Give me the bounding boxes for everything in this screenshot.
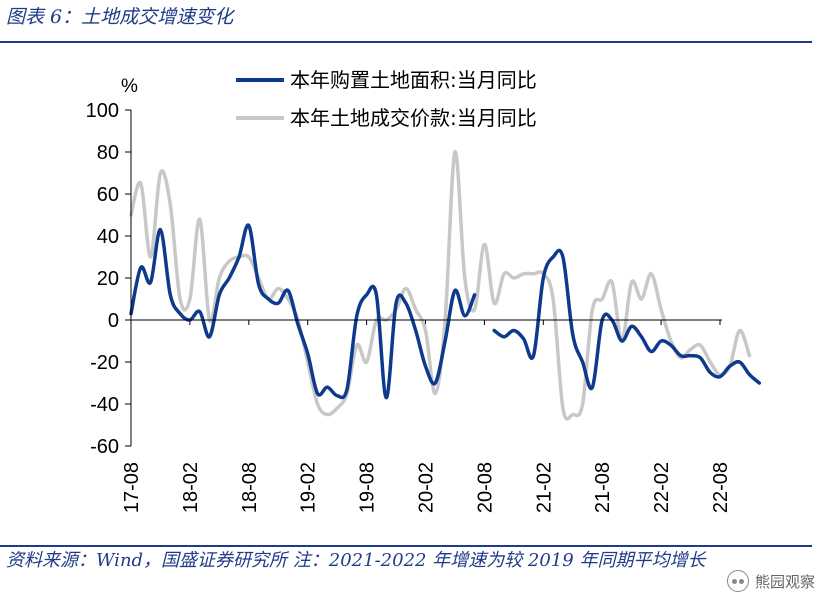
x-tick-label: 20-02 <box>416 462 438 513</box>
line-chart: -60 -40 -20 0 20 40 60 80 100 17-08 18-02 18-08 19-… <box>86 68 762 513</box>
y-tick-label: -40 <box>90 394 119 416</box>
y-tick-label: 80 <box>97 142 119 164</box>
y-tick-label: 60 <box>97 184 119 206</box>
y-tick-label: -60 <box>90 436 119 458</box>
x-tick-label: 22-08 <box>710 462 732 513</box>
watermark: 熊园观察 <box>726 570 815 592</box>
x-axis-ticks: 17-08 18-02 18-08 19-02 19-08 20-02 20-08 21-02… <box>121 320 732 513</box>
series-land-area-line <box>492 248 762 391</box>
source-note: 资料来源：Wind，国盛证券研究所 注：2021-2022 年增速为较 2019… <box>6 550 706 571</box>
y-tick-label: 100 <box>86 100 119 122</box>
y-tick-label: 0 <box>108 310 119 332</box>
y-tick-label: -20 <box>90 352 119 374</box>
bottom-rule <box>0 545 812 547</box>
legend-label: 本年购置土地面积:当月同比 <box>290 68 537 92</box>
series-land-area-line <box>129 223 477 400</box>
watermark-text: 熊园观察 <box>754 572 815 591</box>
x-tick-label: 21-08 <box>592 462 614 513</box>
y-tick-label: 20 <box>97 268 119 290</box>
x-tick-label: 19-08 <box>357 462 379 513</box>
figure-title: 图表 6：土地成交增速变化 <box>6 6 234 28</box>
x-tick-label: 20-08 <box>474 462 496 513</box>
x-tick-label: 21-02 <box>533 462 555 513</box>
top-rule <box>0 41 812 43</box>
y-axis-ticks: -60 -40 -20 0 20 40 60 80 100 <box>86 100 131 458</box>
x-tick-label: 18-08 <box>239 462 261 513</box>
x-tick-label: 17-08 <box>121 462 143 513</box>
x-tick-label: 19-02 <box>298 462 320 513</box>
x-tick-label: 18-02 <box>180 462 202 513</box>
y-axis-unit-label: % <box>121 76 138 97</box>
series-lines <box>129 150 762 421</box>
legend-label: 本年土地成交价款:当月同比 <box>290 106 537 130</box>
x-tick-label: 22-02 <box>651 462 673 513</box>
y-tick-label: 40 <box>97 226 119 248</box>
wechat-icon <box>726 570 749 592</box>
